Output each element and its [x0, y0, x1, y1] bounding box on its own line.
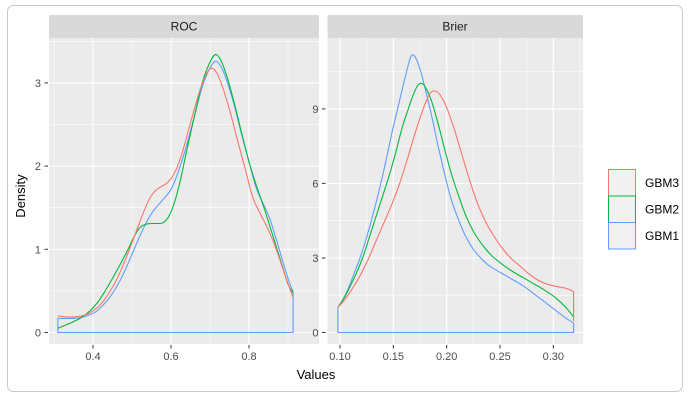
y-tick-label: 9	[312, 104, 318, 116]
density-curve-gbm3-roc	[57, 67, 294, 318]
y-tick-label: 6	[312, 178, 318, 190]
y-tick-label: 1	[35, 244, 41, 256]
x-tick-label: 0.10	[329, 351, 350, 363]
legend-key-gbm2	[608, 195, 636, 223]
x-tick-label: 0.4	[85, 351, 100, 363]
y-tick-label: 2	[35, 161, 41, 173]
density-curve-gbm1-brier	[337, 54, 575, 334]
facet-strip	[49, 15, 319, 38]
legend-label-gbm2: GBM2	[645, 203, 679, 217]
legend-label-gbm3: GBM3	[645, 176, 679, 190]
y-tick-label: 3	[35, 78, 41, 90]
x-tick-label: 0.30	[543, 351, 564, 363]
density-curve-gbm3-brier	[337, 90, 575, 322]
y-tick-label: 3	[312, 253, 318, 265]
facet-strip	[327, 15, 583, 38]
x-axis-title: Values	[297, 367, 336, 382]
legend: GBM3 GBM2 GBM1	[608, 169, 679, 250]
density-curve-gbm1-roc	[57, 60, 294, 334]
plot-panels: 0.4 0.6 0.8 0 1 2 3 0.10 0.15 0.20 0.25 0.30 0 3 6 9	[35, 15, 583, 363]
y-tick-label: 0	[312, 328, 318, 340]
density-curve-gbm2-brier	[337, 82, 575, 318]
legend-key-gbm1	[608, 222, 636, 250]
x-tick-label: 0.15	[383, 351, 404, 363]
x-tick-label: 0.8	[241, 351, 256, 363]
x-tick-label: 0.20	[436, 351, 457, 363]
y-axis-title: Density	[13, 174, 28, 218]
density-curve-gbm2-roc	[57, 54, 294, 329]
legend-key-gbm3	[608, 169, 636, 197]
panel-background	[327, 38, 583, 344]
panel-background	[49, 38, 319, 344]
x-tick-label: 0.6	[163, 351, 178, 363]
legend-label-gbm1: GBM1	[645, 229, 679, 243]
y-tick-label: 0	[35, 328, 41, 340]
facet-strip-label-brier: Brier	[442, 20, 467, 34]
facet-strip-label-roc: ROC	[171, 20, 198, 34]
x-tick-label: 0.25	[489, 351, 510, 363]
